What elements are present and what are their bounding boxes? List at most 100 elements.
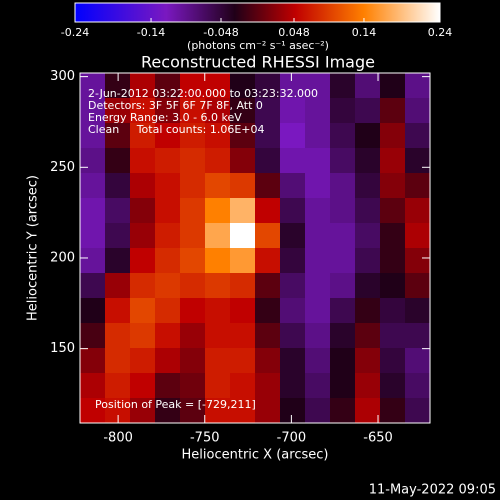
heat-cell bbox=[380, 348, 406, 374]
heat-cell bbox=[80, 348, 106, 374]
heat-cell bbox=[105, 323, 131, 349]
heat-cell bbox=[280, 223, 306, 249]
heat-cell bbox=[305, 173, 331, 199]
x-tick-label: -800 bbox=[103, 431, 133, 446]
heat-cell bbox=[130, 98, 156, 124]
heat-cell bbox=[355, 298, 381, 324]
heat-cell bbox=[80, 148, 106, 174]
heat-cell bbox=[205, 98, 231, 124]
heat-cell bbox=[80, 248, 106, 274]
heat-cell bbox=[130, 373, 156, 399]
heat-cell bbox=[155, 273, 181, 299]
heat-cell bbox=[330, 198, 356, 224]
heat-cell bbox=[130, 348, 156, 374]
heat-cell bbox=[180, 98, 206, 124]
heat-cell bbox=[305, 248, 331, 274]
heat-cell bbox=[80, 223, 106, 249]
heat-cell bbox=[355, 198, 381, 224]
heat-cell bbox=[105, 348, 131, 374]
heat-cell bbox=[305, 223, 331, 249]
y-axis-label: Heliocentric Y (arcsec) bbox=[26, 175, 41, 321]
heat-cell bbox=[155, 223, 181, 249]
heat-cell bbox=[330, 123, 356, 149]
heat-cell bbox=[230, 248, 256, 274]
heat-cell bbox=[105, 198, 131, 224]
heat-cell bbox=[280, 198, 306, 224]
heat-cell bbox=[280, 98, 306, 124]
heat-cell bbox=[155, 348, 181, 374]
heat-cell bbox=[80, 73, 106, 99]
heat-cell bbox=[380, 298, 406, 324]
heat-cell bbox=[80, 198, 106, 224]
heat-cell bbox=[105, 373, 131, 399]
heat-cell bbox=[180, 298, 206, 324]
heat-cell bbox=[80, 373, 106, 399]
heat-cell bbox=[205, 298, 231, 324]
heat-cell bbox=[230, 298, 256, 324]
y-tick-label: 150 bbox=[50, 341, 75, 356]
heat-cell bbox=[155, 148, 181, 174]
heat-cell bbox=[180, 373, 206, 399]
heat-cell bbox=[180, 248, 206, 274]
y-tick-label: 200 bbox=[50, 250, 75, 265]
heat-cell bbox=[105, 273, 131, 299]
heat-cell bbox=[380, 248, 406, 274]
heat-cell bbox=[255, 173, 281, 199]
heat-cell bbox=[255, 223, 281, 249]
heat-cell bbox=[330, 148, 356, 174]
heat-cell bbox=[80, 173, 106, 199]
overlay: 2-Jun-2012 03:22:00.000 to 03:23:32.000 … bbox=[50, 69, 431, 446]
heat-cell bbox=[130, 248, 156, 274]
heat-cell bbox=[80, 323, 106, 349]
heat-cell bbox=[205, 148, 231, 174]
colorbar-tick-label: -0.14 bbox=[137, 26, 165, 39]
heat-cell bbox=[355, 123, 381, 149]
heat-cell bbox=[255, 373, 281, 399]
heat-cell bbox=[405, 273, 431, 299]
colorbar-tick-label: -0.048 bbox=[203, 26, 238, 39]
heat-cell bbox=[205, 398, 231, 424]
heat-cell bbox=[280, 348, 306, 374]
heat-cell bbox=[180, 123, 206, 149]
heat-cell bbox=[105, 298, 131, 324]
heat-cell bbox=[355, 148, 381, 174]
heat-cell bbox=[280, 273, 306, 299]
heat-cell bbox=[305, 148, 331, 174]
heat-cell bbox=[305, 73, 331, 99]
heat-cell bbox=[205, 73, 231, 99]
heat-cell bbox=[305, 373, 331, 399]
heat-cell bbox=[105, 148, 131, 174]
heat-cell bbox=[105, 123, 131, 149]
heat-cell bbox=[105, 98, 131, 124]
heat-cell bbox=[105, 223, 131, 249]
heat-cell bbox=[155, 298, 181, 324]
heat-cell bbox=[230, 198, 256, 224]
heat-cell bbox=[355, 73, 381, 99]
heat-cell bbox=[280, 248, 306, 274]
heat-cell bbox=[130, 273, 156, 299]
x-tick-label: -650 bbox=[363, 431, 393, 446]
heat-cell bbox=[405, 98, 431, 124]
x-tick-label: -750 bbox=[190, 431, 220, 446]
heat-cell bbox=[255, 348, 281, 374]
colorbar-tick-label: 0.24 bbox=[428, 26, 453, 39]
heat-cell bbox=[180, 198, 206, 224]
heat-cell bbox=[405, 348, 431, 374]
heat-cell bbox=[330, 248, 356, 274]
heat-cell bbox=[305, 298, 331, 324]
heat-cell bbox=[155, 73, 181, 99]
annotation: Clean Total counts: 1.06E+04 bbox=[88, 123, 265, 136]
heat-cell bbox=[205, 273, 231, 299]
heat-cell bbox=[205, 223, 231, 249]
heat-cell bbox=[305, 198, 331, 224]
x-axis-label: Heliocentric X (arcsec) bbox=[182, 448, 329, 463]
heat-cell bbox=[80, 98, 106, 124]
heat-cell bbox=[280, 73, 306, 99]
annotation: Energy Range: 3.0 - 6.0 keV bbox=[88, 111, 242, 124]
heat-cell bbox=[230, 348, 256, 374]
heat-cell bbox=[255, 298, 281, 324]
heat-cell bbox=[380, 323, 406, 349]
heat-cell bbox=[405, 73, 431, 99]
heat-cell bbox=[330, 73, 356, 99]
heat-cell bbox=[330, 223, 356, 249]
